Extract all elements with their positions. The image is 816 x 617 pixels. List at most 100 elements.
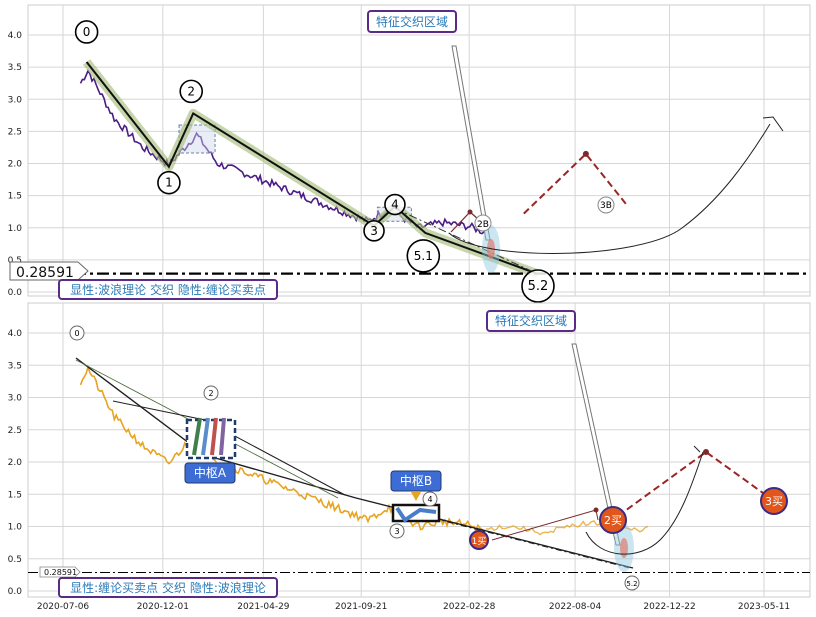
wave-label-circle (157, 170, 181, 195)
projection-line (523, 152, 628, 215)
y-tick-label: 1.5 (8, 192, 22, 202)
wave-label: 0 (74, 329, 79, 338)
pivot-a-stroke (210, 417, 218, 456)
channel-line (419, 514, 631, 569)
pivot-b-stroke (395, 506, 437, 523)
legend-box (58, 577, 278, 598)
highlight-core (620, 538, 628, 558)
y-tick-label: 2.5 (8, 127, 22, 137)
trend-arc (448, 123, 771, 254)
pivot-a-stroke (192, 417, 202, 456)
label-2b-circle (474, 214, 492, 232)
y-tick-label: 3.0 (8, 394, 23, 404)
wave-label-circle (521, 269, 555, 303)
buy-point-label: 1买 (472, 536, 487, 547)
x-tick-label: 2020-07-06 (37, 602, 90, 612)
wave-label: 1 (165, 176, 173, 190)
wave-label: 3 (394, 527, 399, 536)
label-2b: 2B (477, 220, 489, 230)
x-tick-label: 2022-08-04 (549, 602, 602, 612)
wave-label-circle (363, 220, 385, 242)
projection-marker (593, 507, 599, 513)
support-label-box (9, 261, 89, 281)
y-tick-label: 1.0 (8, 224, 23, 234)
pivot-b-label: 中枢B (400, 473, 432, 488)
label-3b-circle (597, 196, 615, 214)
annotation-text: 特征交织区域 (376, 14, 448, 29)
support-label-text: 0.28591 (44, 568, 77, 577)
y-tick-label: 1.0 (8, 523, 23, 533)
wave-label-circle (203, 385, 219, 401)
buy-point-circle (469, 530, 489, 550)
plot-area-1 (27, 302, 811, 598)
pivot-a-stroke (219, 417, 226, 456)
y-tick-label: 2.0 (8, 160, 23, 170)
label-3b: 3B (600, 201, 612, 211)
y-tick-label: 3.0 (8, 95, 23, 105)
support-label-text: 0.28591 (16, 265, 74, 281)
trend-arc (585, 451, 704, 555)
x-tick-label: 2023-05-11 (738, 602, 790, 612)
arc-end-marker (693, 445, 701, 453)
x-tick-label: 2022-12-22 (643, 602, 695, 612)
wave-label: 5.1 (414, 249, 433, 263)
annotation-box (486, 310, 576, 332)
wave-label-circle (389, 523, 405, 539)
x-tick-label: 2021-04-29 (237, 602, 290, 612)
arc-end-marker (762, 116, 784, 132)
projection-peak (703, 449, 709, 455)
wave-label: 4 (391, 198, 399, 212)
legend-box (58, 279, 278, 300)
y-tick-label: 2.5 (8, 426, 22, 436)
x-tick-label: 2020-12-01 (137, 602, 189, 612)
x-tick-label: 2022-02-28 (443, 602, 496, 612)
y-tick-label: 0.5 (8, 555, 22, 565)
pivot-a-label: 中枢A (194, 465, 227, 480)
wave-label: 5.2 (626, 580, 637, 588)
wave-label-circle (74, 20, 99, 44)
pivot-b-label-box (390, 470, 442, 492)
buy-point-label: 3买 (765, 495, 783, 508)
y-tick-label: 3.5 (8, 361, 22, 371)
wave-label-circle (179, 79, 204, 104)
wave-label: 3 (370, 224, 378, 238)
legend-text: 显性:缠论买卖点 交织 隐性:波浪理论 (70, 580, 266, 595)
annotation-box (367, 10, 457, 33)
wave-label-circle (624, 575, 640, 591)
pivot-a-stroke (201, 417, 210, 456)
pivot-b-pointer (411, 492, 421, 501)
wave-label: 5.2 (528, 279, 549, 294)
buy-point-label: 2买 (604, 514, 622, 527)
x-tick-label: 2021-09-21 (335, 602, 387, 612)
y-tick-label: 0.5 (8, 256, 22, 266)
wave-label: 2 (187, 84, 195, 98)
channel-line (394, 208, 539, 275)
legend-text: 显性:波浪理论 交织 隐性:缠论买卖点 (70, 282, 266, 297)
y-tick-label: 4.0 (8, 329, 23, 339)
wave-label-circle (422, 491, 438, 507)
annotation-arrow (571, 343, 621, 546)
wave-label-circle (406, 239, 441, 273)
wave-label-circle (384, 193, 406, 216)
y-tick-label: 3.5 (8, 63, 22, 73)
wave-label: 4 (427, 495, 432, 504)
wave-label-circle (69, 325, 85, 341)
y-tick-label: 1.5 (8, 490, 22, 500)
annotation-text: 特征交织区域 (495, 313, 567, 328)
y-tick-label: 0.0 (8, 587, 23, 597)
support-label-box (39, 566, 81, 578)
projection-marker (467, 209, 473, 215)
wave-label: 2 (208, 389, 213, 398)
buy-point-circle (599, 506, 627, 534)
pivot-a-label-box (184, 462, 236, 484)
y-tick-label: 0.0 (8, 288, 23, 298)
wave-label: 0 (83, 25, 91, 39)
price-series (79, 364, 485, 534)
projection-line (617, 450, 771, 517)
projection-peak (582, 150, 589, 157)
y-tick-label: 2.0 (8, 458, 23, 468)
y-tick-label: 4.0 (8, 31, 23, 41)
buy-point-circle (760, 487, 788, 515)
